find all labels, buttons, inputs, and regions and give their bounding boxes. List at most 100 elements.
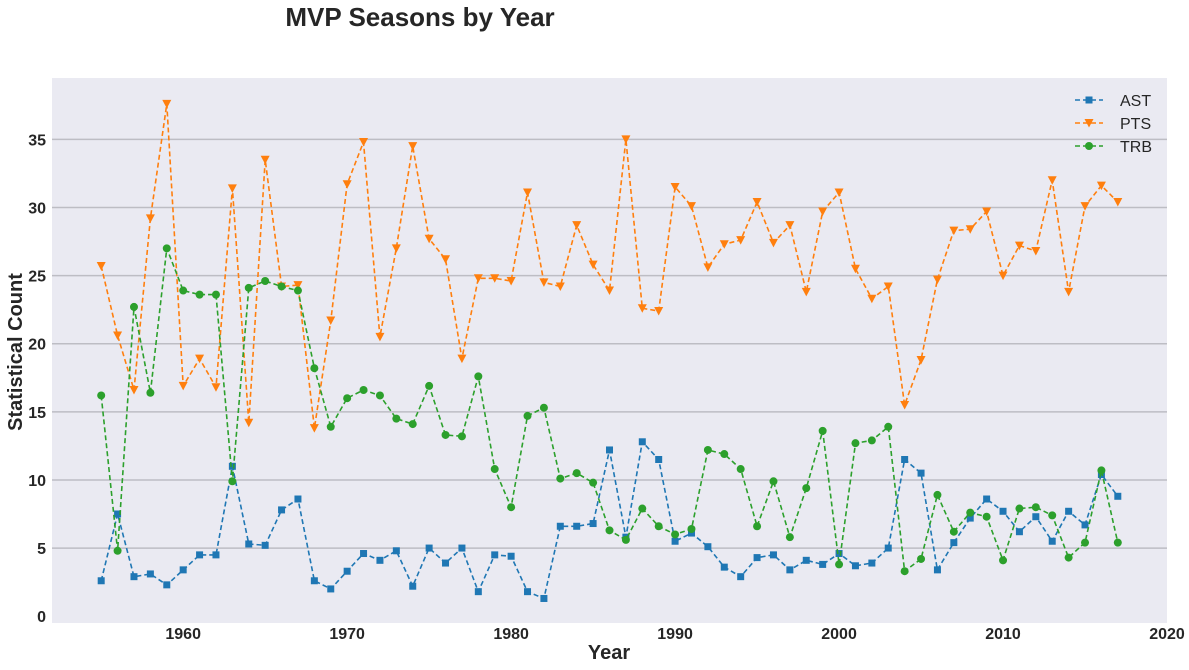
- x-axis-label: Year: [588, 642, 630, 664]
- data-point-pts: [965, 225, 975, 234]
- data-point-pts: [686, 202, 696, 211]
- data-point-ast: [966, 514, 974, 522]
- data-point-ast: [343, 567, 351, 575]
- series-line-pts: [100, 103, 1119, 429]
- data-point-trb: [818, 426, 827, 435]
- data-point-pts: [1064, 287, 1074, 297]
- data-point-ast: [933, 566, 941, 574]
- data-point-pts: [654, 306, 664, 316]
- data-point-pts: [490, 274, 500, 283]
- data-point-trb: [523, 411, 532, 420]
- data-point-trb: [441, 430, 450, 439]
- legend-label-pts: PTS: [1120, 116, 1151, 133]
- data-point-pts: [113, 331, 123, 341]
- data-point-ast: [196, 551, 204, 559]
- data-point-trb: [556, 474, 565, 483]
- data-point-ast: [458, 544, 466, 552]
- data-point-trb: [982, 512, 991, 521]
- data-point-pts: [588, 260, 598, 270]
- data-point-trb: [129, 302, 138, 311]
- legend-label-ast: AST: [1120, 93, 1151, 110]
- data-point-pts: [162, 99, 172, 109]
- data-point-ast: [425, 544, 433, 552]
- data-point-trb: [572, 469, 581, 478]
- data-point-pts: [375, 332, 385, 342]
- data-point-trb: [113, 546, 122, 555]
- data-point-trb: [671, 530, 680, 539]
- data-point-ast: [835, 550, 843, 558]
- data-point-trb: [343, 394, 352, 403]
- data-point-ast: [97, 577, 105, 585]
- data-point-trb: [1064, 553, 1073, 562]
- data-point-ast: [310, 577, 318, 585]
- series-layer: [96, 99, 1123, 602]
- legend-entry-pts: PTS: [1075, 116, 1151, 133]
- data-point-trb: [507, 503, 516, 512]
- data-point-pts: [178, 381, 188, 391]
- data-point-pts: [244, 418, 254, 428]
- data-point-pts: [1031, 247, 1041, 256]
- data-point-ast: [556, 522, 564, 530]
- legend-entry-ast: AST: [1075, 93, 1151, 110]
- data-point-trb: [933, 490, 942, 499]
- data-point-trb: [1015, 504, 1024, 513]
- data-point-pts: [637, 304, 647, 313]
- data-point-ast: [573, 522, 581, 530]
- data-point-trb: [408, 420, 417, 429]
- data-point-trb: [490, 465, 499, 474]
- data-point-ast: [540, 594, 548, 602]
- data-point-ast: [1015, 528, 1023, 536]
- x-tick-label: 1980: [493, 626, 529, 643]
- data-point-trb: [392, 414, 401, 423]
- data-point-ast: [638, 438, 646, 446]
- data-point-trb: [638, 504, 647, 513]
- data-point-pts: [523, 188, 533, 197]
- data-point-trb: [375, 391, 384, 400]
- data-point-trb: [228, 477, 237, 486]
- data-point-ast: [507, 552, 515, 560]
- data-point-ast: [704, 543, 712, 551]
- data-point-trb: [769, 477, 778, 486]
- data-point-trb: [97, 391, 106, 400]
- data-point-ast: [212, 551, 220, 559]
- data-point-ast: [687, 529, 695, 537]
- data-point-ast: [802, 556, 810, 564]
- data-point-pts: [736, 236, 746, 245]
- data-point-ast: [1032, 513, 1040, 521]
- data-point-ast: [901, 456, 909, 463]
- data-point-pts: [572, 221, 582, 230]
- legend-marker-trb: [1085, 142, 1093, 150]
- data-point-trb: [884, 422, 893, 431]
- data-point-pts: [605, 286, 614, 296]
- data-point-trb: [474, 372, 483, 381]
- data-point-trb: [1097, 466, 1106, 475]
- data-point-trb: [425, 381, 434, 390]
- data-point-trb: [589, 478, 598, 487]
- data-point-pts: [850, 264, 860, 274]
- data-point-ast: [1097, 470, 1105, 478]
- x-tick-label: 2020: [1149, 626, 1185, 643]
- y-tick-label: 5: [37, 541, 46, 558]
- data-point-trb: [949, 527, 958, 536]
- data-point-ast: [376, 556, 384, 564]
- data-point-ast: [179, 566, 187, 574]
- data-point-ast: [261, 541, 269, 549]
- data-point-pts: [539, 278, 549, 287]
- data-point-trb: [753, 522, 762, 531]
- data-point-trb: [835, 560, 844, 569]
- legend-entry-trb: TRB: [1075, 139, 1152, 156]
- legend-marker-ast: [1085, 96, 1093, 104]
- data-point-trb: [326, 422, 335, 431]
- data-point-pts: [818, 207, 828, 217]
- y-axis-label: Statistical Count: [5, 273, 27, 431]
- data-point-ast: [130, 573, 138, 581]
- chart-title: MVP Seasons by Year: [285, 2, 554, 32]
- y-tick-label: 35: [28, 132, 46, 149]
- data-point-trb: [359, 386, 368, 395]
- data-point-ast: [1114, 492, 1122, 500]
- data-point-ast: [884, 544, 892, 552]
- data-point-pts: [424, 234, 434, 244]
- data-point-pts: [883, 282, 893, 291]
